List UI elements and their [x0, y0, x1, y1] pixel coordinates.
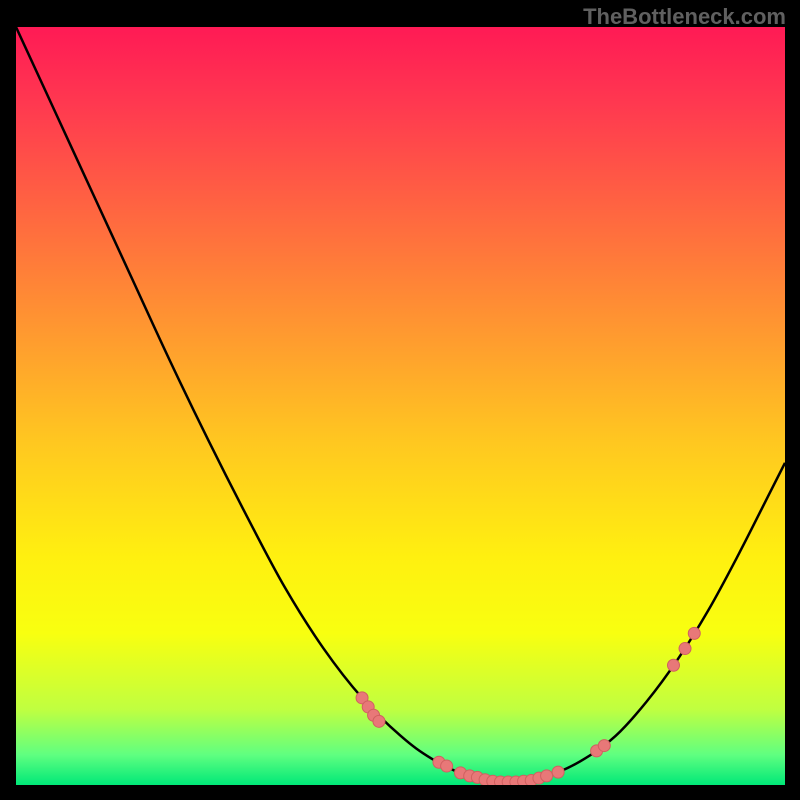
data-marker	[679, 643, 691, 655]
data-marker	[541, 770, 553, 782]
plot-area	[16, 27, 785, 785]
data-marker	[667, 659, 679, 671]
watermark-text: TheBottleneck.com	[583, 4, 786, 30]
data-marker	[441, 760, 453, 772]
data-marker	[688, 627, 700, 639]
curve-layer	[16, 27, 785, 785]
data-marker	[598, 740, 610, 752]
data-marker	[552, 766, 564, 778]
markers-group	[356, 627, 700, 785]
data-marker	[373, 715, 385, 727]
